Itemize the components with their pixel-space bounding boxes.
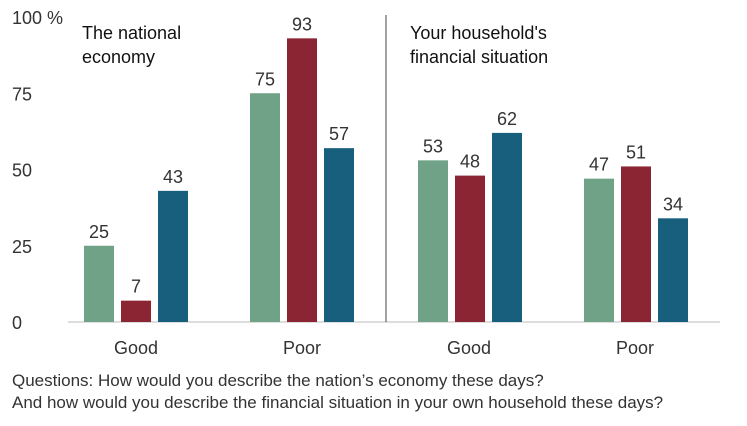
y-tick-label-0: 0 xyxy=(12,313,22,333)
bar-p2-poor-s3 xyxy=(658,218,688,322)
bar-p2-poor-s2 xyxy=(621,166,651,322)
bar-p1-good-s2 xyxy=(121,300,151,322)
data-label-p1-poor-s2: 93 xyxy=(292,14,312,34)
bar-p1-poor-s1 xyxy=(250,93,280,322)
bar-p2-poor-s1 xyxy=(584,178,614,322)
data-label-p1-poor-s3: 57 xyxy=(329,124,349,144)
data-label-p2-poor-s2: 51 xyxy=(626,142,646,162)
bar-p2-good-s3 xyxy=(492,132,522,322)
data-label-p1-poor-s1: 75 xyxy=(255,69,275,89)
bar-p1-poor-s3 xyxy=(324,148,354,322)
panel-1-category-poor: Poor xyxy=(283,338,321,358)
y-tick-label-50: 50 xyxy=(12,161,32,181)
footnote: Questions: How would you describe the na… xyxy=(12,370,663,414)
panel-2-category-poor: Poor xyxy=(616,338,654,358)
panel-2-title-line-1: Your household's xyxy=(410,23,547,43)
panel-1-title-line-1: The national xyxy=(82,23,181,43)
y-tick-label-100: 100 % xyxy=(12,8,63,28)
data-label-p1-good-s3: 43 xyxy=(163,167,183,187)
bar-p1-poor-s2 xyxy=(287,38,317,322)
data-label-p1-good-s1: 25 xyxy=(89,222,109,242)
y-tick-label-25: 25 xyxy=(12,237,32,257)
footnote-line-2: And how would you describe the financial… xyxy=(12,393,664,412)
data-label-p2-good-s2: 48 xyxy=(460,152,480,172)
panel-1-title-line-2: economy xyxy=(82,47,155,67)
y-tick-label-75: 75 xyxy=(12,84,32,104)
grouped-bar-chart: 0 25 50 75 100 % The national economy Good Poor 2… xyxy=(12,8,720,358)
data-label-p2-poor-s3: 34 xyxy=(663,194,683,214)
data-label-p2-good-s1: 53 xyxy=(423,136,443,156)
bar-p1-good-s1 xyxy=(84,245,114,322)
bar-p2-good-s1 xyxy=(418,160,448,322)
data-label-p1-good-s2: 7 xyxy=(131,277,141,297)
data-label-p2-poor-s1: 47 xyxy=(589,155,609,175)
panel-1-category-good: Good xyxy=(114,338,158,358)
panel-2-title-line-2: financial situation xyxy=(410,47,548,67)
data-label-p2-good-s3: 62 xyxy=(497,109,517,129)
footnote-line-1: Questions: How would you describe the na… xyxy=(12,371,544,390)
bar-p2-good-s2 xyxy=(455,175,485,322)
bar-p1-good-s3 xyxy=(158,190,188,322)
panel-2-category-good: Good xyxy=(447,338,491,358)
